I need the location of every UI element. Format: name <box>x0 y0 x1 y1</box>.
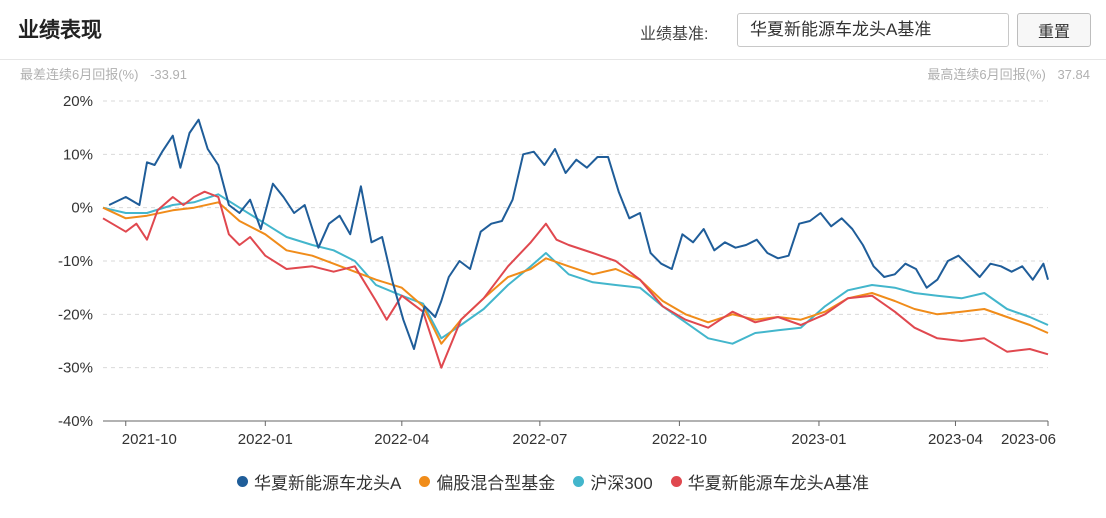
y-tick-label: -40% <box>58 413 93 430</box>
reset-button[interactable]: 重置 <box>1017 13 1091 47</box>
legend-dot-icon <box>236 475 248 487</box>
section-title: 业绩表现 <box>18 19 102 42</box>
legend-dot-icon <box>419 475 431 487</box>
chart-legend: 华夏新能源车龙头A 偏股混合型基金 沪深300 华夏新能源车龙头A基准 <box>0 466 1106 496</box>
y-tick-label: -10% <box>58 253 93 270</box>
legend-label: 偏股混合型基金 <box>436 473 556 493</box>
best-6m-value: 37.84 <box>1057 67 1090 82</box>
worst-6m-label: 最差连续6月回报(%) <box>20 67 139 82</box>
worst-6m-return: 最差连续6月回报(%) -33.91 <box>20 64 187 83</box>
best-6m-label: 最高连续6月回报(%) <box>927 67 1046 82</box>
best-6m-return: 最高连续6月回报(%) 37.84 <box>927 64 1090 83</box>
legend-item[interactable]: 偏股混合型基金 <box>419 466 555 496</box>
series-line-2 <box>102 193 1049 345</box>
legend-label: 华夏新能源车龙头A <box>253 473 402 493</box>
legend-item[interactable]: 华夏新能源车龙头A基准 <box>670 466 870 496</box>
y-tick-label: -30% <box>58 360 93 377</box>
x-tick-label: 2023-06 <box>1001 431 1056 448</box>
x-tick-label: 2023-04 <box>928 431 983 448</box>
legend-label: 华夏新能源车龙头A基准 <box>687 473 870 493</box>
series-line-0 <box>108 118 1049 350</box>
legend-dot-icon <box>573 475 585 487</box>
legend-dot-icon <box>670 475 682 487</box>
benchmark-label: 业绩基准: <box>640 26 709 43</box>
y-tick-label: -20% <box>58 306 93 323</box>
worst-6m-value: -33.91 <box>150 67 187 82</box>
y-tick-label: 0% <box>71 200 93 217</box>
y-tick-label: 20% <box>63 93 93 110</box>
y-tick-label: 10% <box>63 146 93 163</box>
legend-item[interactable]: 华夏新能源车龙头A <box>236 466 402 496</box>
x-tick-label: 2021-10 <box>122 431 177 448</box>
x-tick-label: 2022-01 <box>238 431 293 448</box>
series-line-1 <box>102 201 1049 345</box>
legend-item[interactable]: 沪深300 <box>573 466 653 496</box>
x-tick-label: 2022-07 <box>512 431 567 448</box>
header-bar: 业绩表现 业绩基准: 华夏新能源车龙头A基准 重置 <box>0 0 1106 60</box>
series-line-3 <box>102 190 1049 369</box>
legend-label: 沪深300 <box>590 473 653 493</box>
x-tick-label: 2023-01 <box>791 431 846 448</box>
benchmark-input[interactable]: 华夏新能源车龙头A基准 <box>737 13 1009 47</box>
x-tick-label: 2022-04 <box>374 431 429 448</box>
x-tick-label: 2022-10 <box>652 431 707 448</box>
